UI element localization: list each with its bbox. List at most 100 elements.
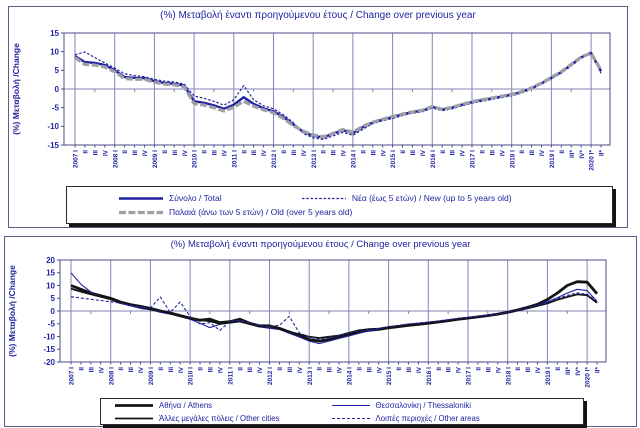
svg-text:III: III — [172, 150, 179, 156]
svg-text:2008 I: 2008 I — [108, 367, 115, 385]
svg-text:2016 I: 2016 I — [426, 367, 433, 385]
legend-item-thessaloniki: Θεσσαλονίκη / Thessaloniki — [328, 399, 583, 411]
legend-item-total: Σύνολο / Total — [67, 192, 296, 204]
svg-text:2013 I: 2013 I — [307, 367, 314, 385]
svg-text:III: III — [529, 150, 536, 156]
svg-text:II: II — [519, 150, 526, 154]
svg-text:II: II — [436, 367, 443, 371]
legend-label-thessaloniki: Θεσσαλονίκη / Thessaloniki — [375, 400, 472, 410]
bottom-chart-panel: (%) Μεταβολή έναντι προηγούμενου έτους /… — [4, 236, 637, 427]
svg-text:II: II — [118, 367, 125, 371]
svg-text:-5: -5 — [48, 320, 56, 329]
svg-text:IV: IV — [499, 149, 506, 156]
svg-text:II: II — [559, 150, 566, 154]
svg-text:IV: IV — [337, 366, 344, 373]
svg-text:II: II — [79, 367, 86, 371]
svg-text:II: II — [480, 150, 487, 154]
svg-text:-10: -10 — [47, 122, 59, 131]
legend-label-other-cities: Άλλες μεγάλες πόλεις / Other cities — [159, 413, 280, 423]
svg-text:IV: IV — [261, 149, 268, 156]
legend-label-other-areas: Λοιπές περιοχές / Other areas — [375, 413, 480, 423]
svg-text:II: II — [122, 150, 129, 154]
svg-text:II: II — [396, 367, 403, 371]
legend-item-other-cities: Άλλες μεγάλες πόλεις / Other cities — [101, 412, 328, 424]
legend-item-new: Νέα (έως 5 ετών) / New (up to 5 years ol… — [296, 192, 612, 204]
top-y-axis-label: (%) Μεταβολή /Change — [11, 43, 21, 135]
svg-text:2018 I: 2018 I — [509, 150, 516, 168]
svg-text:II: II — [400, 150, 407, 154]
svg-text:2014 I: 2014 I — [350, 150, 357, 168]
bottom-chart-canvas: (%) Μεταβολή /Change 20 15 10 5 0 -5 -10 -15 -20… — [7, 256, 607, 388]
svg-text:III: III — [327, 367, 334, 373]
svg-text:II*: II* — [599, 150, 606, 157]
svg-text:2011 I: 2011 I — [231, 150, 238, 168]
athens-line-swatch — [115, 401, 153, 410]
svg-text:2015 I: 2015 I — [386, 367, 393, 385]
svg-text:III: III — [168, 367, 175, 373]
svg-text:II: II — [281, 150, 288, 154]
svg-text:IV: IV — [420, 149, 427, 156]
svg-text:III: III — [88, 367, 95, 373]
svg-text:III*: III* — [565, 367, 572, 375]
bottom-y-axis-label: (%) Μεταβολή /Change — [7, 265, 17, 357]
other-areas-line-swatch — [331, 414, 370, 423]
svg-text:III: III — [132, 150, 139, 156]
svg-text:2020 I*: 2020 I* — [589, 150, 596, 171]
thessaloniki-line-swatch — [331, 401, 370, 410]
legend-label-new: Νέα (έως 5 ετών) / New (up to 5 years ol… — [351, 193, 512, 203]
svg-text:II: II — [158, 367, 165, 371]
svg-text:20: 20 — [46, 256, 55, 265]
svg-text:III: III — [128, 367, 135, 373]
svg-text:2017 I: 2017 I — [466, 367, 473, 385]
svg-text:II: II — [83, 150, 90, 154]
svg-text:II: II — [356, 367, 363, 371]
svg-text:III: III — [489, 150, 496, 156]
svg-text:IV*: IV* — [575, 367, 582, 376]
svg-text:III: III — [446, 367, 453, 373]
svg-text:III: III — [525, 367, 532, 373]
svg-text:II: II — [476, 367, 483, 371]
svg-text:IV: IV — [376, 366, 383, 373]
svg-text:III: III — [247, 367, 254, 373]
svg-text:IV: IV — [138, 366, 145, 373]
svg-text:II: II — [241, 150, 248, 154]
svg-text:IV: IV — [297, 366, 304, 373]
legend-label-old: Παλαιά (άνω των 5 ετών) / Old (over 5 ye… — [169, 207, 353, 217]
svg-text:2010 I: 2010 I — [188, 367, 195, 385]
svg-text:5: 5 — [51, 294, 56, 303]
svg-text:IV: IV — [495, 366, 502, 373]
old-line-swatch — [119, 208, 163, 217]
svg-text:2009 I: 2009 I — [148, 367, 155, 385]
svg-text:III: III — [450, 150, 457, 156]
svg-text:IV: IV — [416, 366, 423, 373]
svg-text:III: III — [291, 150, 298, 156]
svg-text:II: II — [321, 150, 328, 154]
svg-text:2008 I: 2008 I — [112, 150, 119, 168]
top-chart-canvas: (%) Μεταβολή /Change 15 10 5 0 -5 -10 -15 2007 … — [11, 29, 611, 171]
svg-text:2019 I: 2019 I — [549, 150, 556, 168]
new-line-swatch — [301, 194, 346, 203]
svg-text:2020 I*: 2020 I* — [585, 367, 592, 388]
svg-text:2011 I: 2011 I — [227, 367, 234, 385]
svg-text:2012 I: 2012 I — [271, 150, 278, 168]
top-chart-legend: Σύνολο / Total Νέα (έως 5 ετών) / New (u… — [66, 186, 613, 224]
svg-text:IV: IV — [341, 149, 348, 156]
svg-text:III: III — [212, 150, 219, 156]
svg-text:IV: IV — [380, 149, 387, 156]
svg-text:2014 I: 2014 I — [346, 367, 353, 385]
svg-text:II*: II* — [595, 367, 602, 374]
svg-text:-20: -20 — [43, 358, 55, 367]
svg-text:2010 I: 2010 I — [192, 150, 199, 168]
svg-text:-15: -15 — [43, 345, 55, 354]
svg-text:III: III — [208, 367, 215, 373]
svg-text:II: II — [360, 150, 367, 154]
svg-text:III: III — [331, 150, 338, 156]
legend-item-old: Παλαιά (άνω των 5 ετών) / Old (over 5 ye… — [67, 206, 352, 218]
svg-text:-10: -10 — [43, 332, 55, 341]
legend-item-other-areas: Λοιπές περιοχές / Other areas — [328, 412, 583, 424]
svg-text:III: III — [287, 367, 294, 373]
svg-text:2013 I: 2013 I — [311, 150, 318, 168]
bottom-chart-title: (%) Μεταβολή έναντι προηγούμενου έτους /… — [170, 239, 471, 250]
